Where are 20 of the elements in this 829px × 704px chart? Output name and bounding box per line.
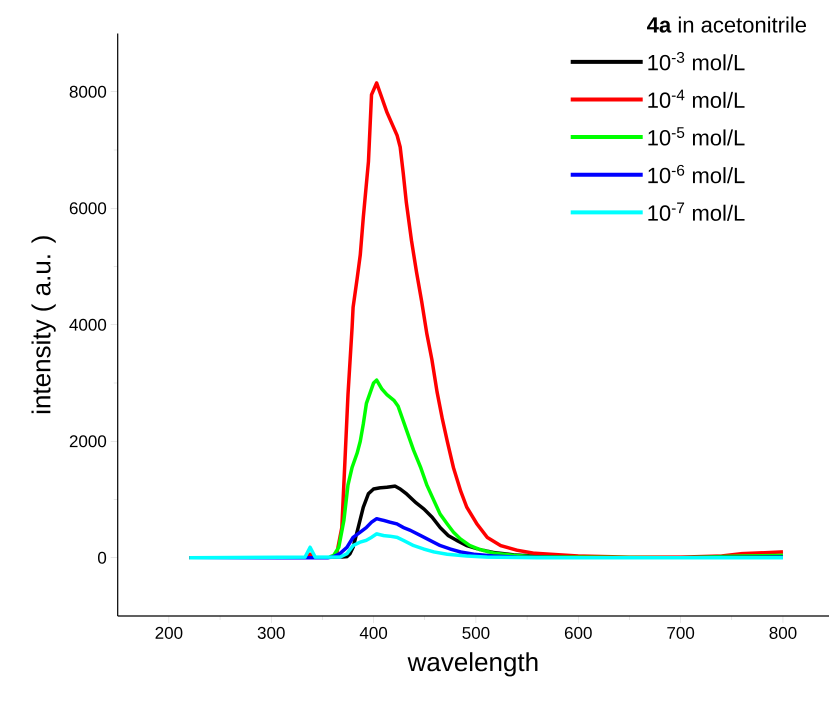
x-tick-label: 300 bbox=[258, 626, 285, 639]
legend-label: 10$^{-3}$ mol/L bbox=[648, 52, 745, 70]
y-tick-label: 6000 bbox=[70, 202, 106, 214]
legend-title: 4a in acetonitrile bbox=[647, 16, 806, 33]
x-tick-label: 200 bbox=[156, 626, 182, 639]
legend-label: 10$^{-7}$ mol/L bbox=[648, 202, 745, 221]
x-tick-label: 400 bbox=[360, 626, 388, 639]
x-axis-title: wavelength bbox=[408, 652, 538, 676]
x-tick-label: 600 bbox=[564, 626, 592, 639]
legend-label: 10$^{-6}$ mol/L bbox=[648, 164, 745, 184]
y-tick-label: 4000 bbox=[69, 318, 106, 331]
y-tick-label: 8000 bbox=[70, 86, 106, 98]
x-tick-label: 700 bbox=[667, 626, 694, 639]
y-tick-label: 2000 bbox=[70, 435, 106, 448]
x-tick-label: 500 bbox=[462, 626, 490, 639]
y-tick-label: 0 bbox=[98, 552, 106, 564]
legend-label: 10$^{-4}$ mol/L bbox=[648, 90, 745, 108]
legend-label: 10$^{-5}$ mol/L bbox=[648, 127, 745, 146]
x-tick-label: 800 bbox=[770, 626, 796, 639]
y-axis-title: intensity ( a.u. ) bbox=[31, 236, 56, 414]
